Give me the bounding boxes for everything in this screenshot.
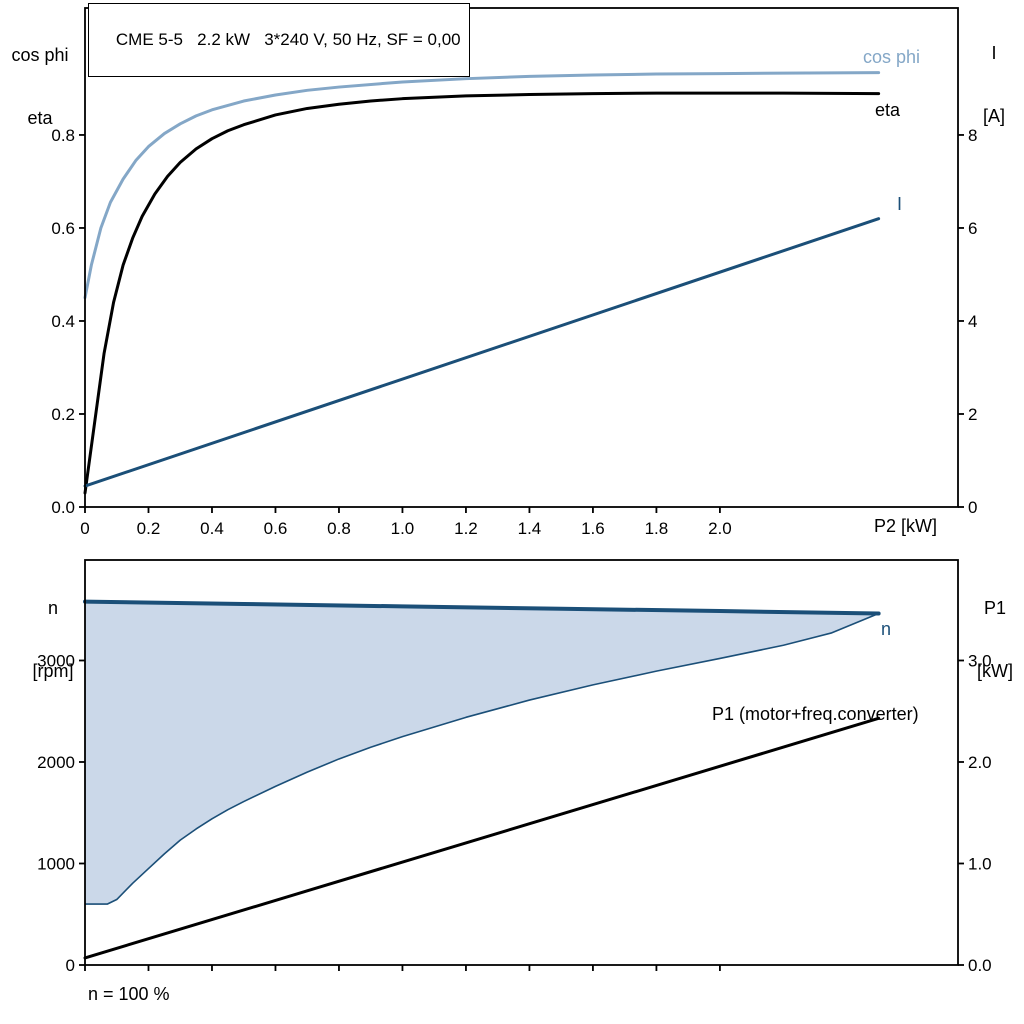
left-tick-label: 0.0 bbox=[51, 498, 75, 517]
p1-axis-title-line2: [kW] bbox=[977, 661, 1013, 681]
cos-phi-curve-label: cos phi bbox=[863, 47, 921, 67]
x-axis-label: P2 [kW] bbox=[874, 516, 938, 536]
right-tick-label: 2 bbox=[968, 405, 977, 424]
left-tick-label: 0.8 bbox=[51, 126, 75, 145]
p1-axis-title-line1: P1 bbox=[983, 598, 1007, 618]
x-tick-label: 1.4 bbox=[518, 519, 542, 538]
chart-frame bbox=[84, 7, 959, 508]
p1-curve-label: P1 (motor+freq.converter) bbox=[712, 704, 919, 724]
duty-range-area bbox=[85, 601, 879, 905]
cos-phi-curve bbox=[83, 71, 881, 300]
x-tick-label: 0.6 bbox=[264, 519, 288, 538]
left-tick-label: 0 bbox=[66, 956, 75, 975]
speed-footnote: n = 100 % bbox=[88, 984, 170, 1004]
eta-curve bbox=[83, 91, 881, 495]
p1-motor-freq-converter-curve bbox=[83, 716, 881, 960]
left-tick-label: 3000 bbox=[37, 651, 75, 670]
left-tick-label: 0.4 bbox=[51, 312, 75, 331]
chart-title: CME 5-5 2.2 kW 3*240 V, 50 Hz, SF = 0,00 bbox=[115, 30, 461, 49]
x-tick-label: 1.6 bbox=[581, 519, 605, 538]
speed-axis-title-line2: [rpm] bbox=[32, 661, 74, 681]
left-axis-title-line1: cos phi bbox=[11, 45, 69, 65]
left-axis-title-line2: eta bbox=[27, 108, 53, 128]
left-tick-label: 0.6 bbox=[51, 219, 75, 238]
right-tick-label: 1.0 bbox=[968, 854, 992, 873]
right-axis-title-line2: [A] bbox=[982, 106, 1005, 126]
top-right-axis-title: I [A] bbox=[969, 1, 1019, 169]
x-tick-label: 0 bbox=[80, 519, 89, 538]
right-tick-label: 0 bbox=[968, 498, 977, 517]
left-tick-label: 0.2 bbox=[51, 405, 75, 424]
right-tick-label: 8 bbox=[968, 126, 977, 145]
duty-range-lower-curve bbox=[85, 612, 879, 905]
n-curve bbox=[83, 599, 881, 616]
right-tick-label: 6 bbox=[968, 219, 977, 238]
right-axis-title-line1: I bbox=[991, 43, 997, 63]
right-tick-label: 2.0 bbox=[968, 753, 992, 772]
top-left-axis-title: cos phi eta bbox=[0, 3, 80, 171]
right-tick-label: 4 bbox=[968, 312, 977, 331]
eta-curve-label: eta bbox=[875, 100, 901, 120]
right-tick-label: 3.0 bbox=[968, 651, 992, 670]
bottom-left-axis-title: n [rpm] bbox=[26, 556, 80, 724]
chart-title-box: CME 5-5 2.2 kW 3*240 V, 50 Hz, SF = 0,00 bbox=[88, 3, 470, 77]
current-curve-label: I bbox=[897, 194, 903, 214]
x-tick-label: 0.2 bbox=[137, 519, 161, 538]
bottom-right-axis-title: P1 [kW] bbox=[969, 556, 1021, 724]
x-tick-label: 0.4 bbox=[200, 519, 224, 538]
x-tick-label: 0.8 bbox=[327, 519, 351, 538]
i-curve bbox=[83, 217, 881, 488]
left-tick-label: 1000 bbox=[37, 854, 75, 873]
right-tick-label: 0.0 bbox=[968, 956, 992, 975]
speed-curve-label: n bbox=[881, 619, 892, 639]
speed-axis-title-line1: n bbox=[47, 598, 58, 618]
x-tick-label: 1.2 bbox=[454, 519, 478, 538]
x-tick-label: 2.0 bbox=[708, 519, 732, 538]
x-tick-label: 1.0 bbox=[391, 519, 415, 538]
x-tick-label: 1.8 bbox=[645, 519, 669, 538]
left-tick-label: 2000 bbox=[37, 753, 75, 772]
